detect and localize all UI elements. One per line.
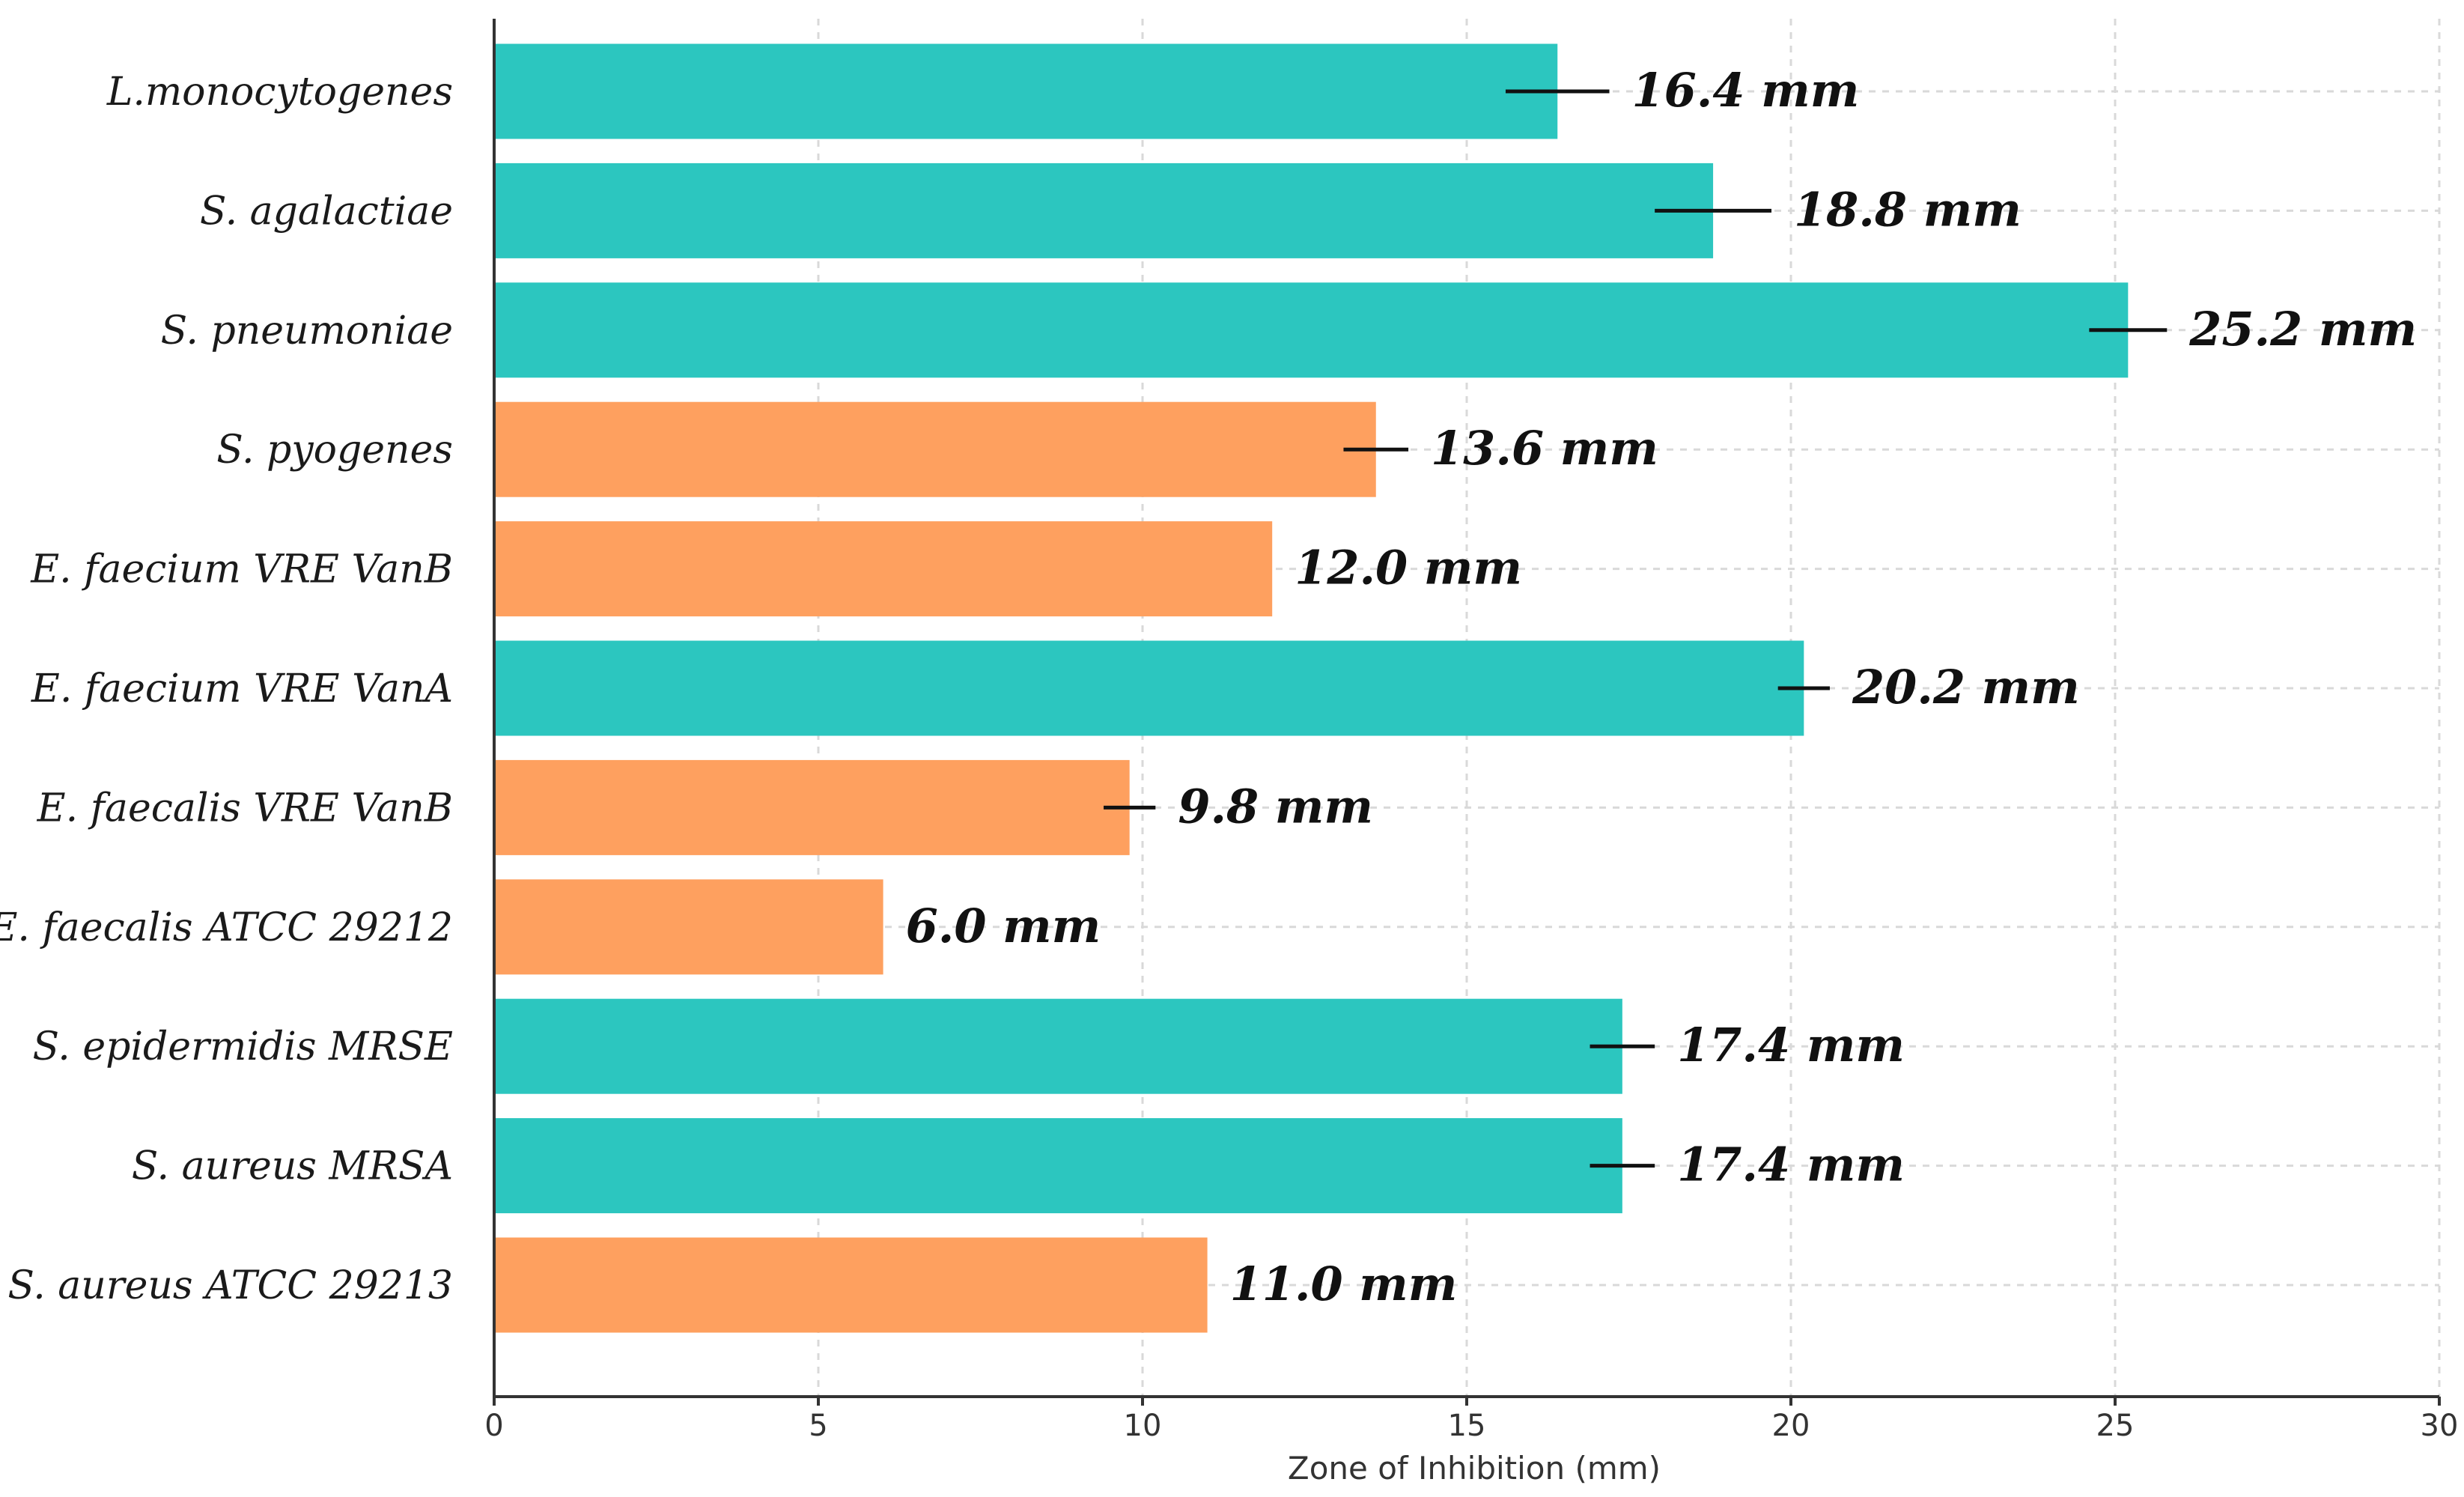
x-tick-label: 25 xyxy=(2096,1409,2135,1443)
value-label: 18.8 mm xyxy=(1794,182,2022,237)
category-label: E. faecium VRE VanA xyxy=(31,666,453,711)
bar xyxy=(494,879,883,975)
x-tick-label: 0 xyxy=(484,1409,503,1443)
bar xyxy=(494,640,1804,736)
x-tick-label: 30 xyxy=(2421,1409,2459,1443)
category-label: S. aureus ATCC 29213 xyxy=(7,1263,453,1308)
category-label: S. aureus MRSA xyxy=(132,1144,453,1189)
x-tick-label: 20 xyxy=(1772,1409,1810,1443)
x-tick-label: 10 xyxy=(1124,1409,1162,1443)
value-label: 12.0 mm xyxy=(1295,541,1522,595)
bar xyxy=(494,998,1622,1094)
bar xyxy=(494,759,1130,855)
bar-layer xyxy=(494,43,2168,1333)
bar xyxy=(494,163,1714,258)
value-label: 17.4 mm xyxy=(1677,1018,1905,1072)
bar xyxy=(494,43,1558,139)
category-label: E. faecium VRE VanB xyxy=(30,547,453,592)
value-label: 9.8 mm xyxy=(1178,779,1373,833)
label-layer: 16.4 mm L.monocytogenes 18.8 mm S. agalacti… xyxy=(0,63,2458,1443)
category-label: E. faecalis ATCC 29212 xyxy=(0,905,453,950)
category-label: S. epidermidis MRSE xyxy=(33,1024,454,1069)
x-axis-title: Zone of Inhibition (mm) xyxy=(1288,1450,1661,1487)
bar xyxy=(494,1118,1622,1214)
category-label: L.monocytogenes xyxy=(106,70,453,115)
category-label: S. agalactiae xyxy=(200,189,453,234)
value-label: 13.6 mm xyxy=(1431,421,1658,476)
category-label: S. pneumoniae xyxy=(161,309,453,353)
bar xyxy=(494,401,1376,497)
value-label: 25.2 mm xyxy=(2188,302,2417,356)
value-label: 17.4 mm xyxy=(1677,1138,1905,1192)
value-label: 11.0 mm xyxy=(1230,1257,1458,1311)
bar xyxy=(494,282,2129,378)
value-label: 6.0 mm xyxy=(906,899,1101,953)
category-label: E. faecalis VRE VanB xyxy=(37,786,453,831)
bar xyxy=(494,1237,1208,1333)
axis-layer xyxy=(493,19,2441,1406)
value-label: 16.4 mm xyxy=(1632,63,1860,118)
category-label: S. pyogenes xyxy=(216,428,453,473)
x-tick-label: 5 xyxy=(809,1409,827,1443)
bar xyxy=(494,521,1273,617)
x-tick-label: 15 xyxy=(1448,1409,1486,1443)
value-label: 20.2 mm xyxy=(1852,660,2080,714)
